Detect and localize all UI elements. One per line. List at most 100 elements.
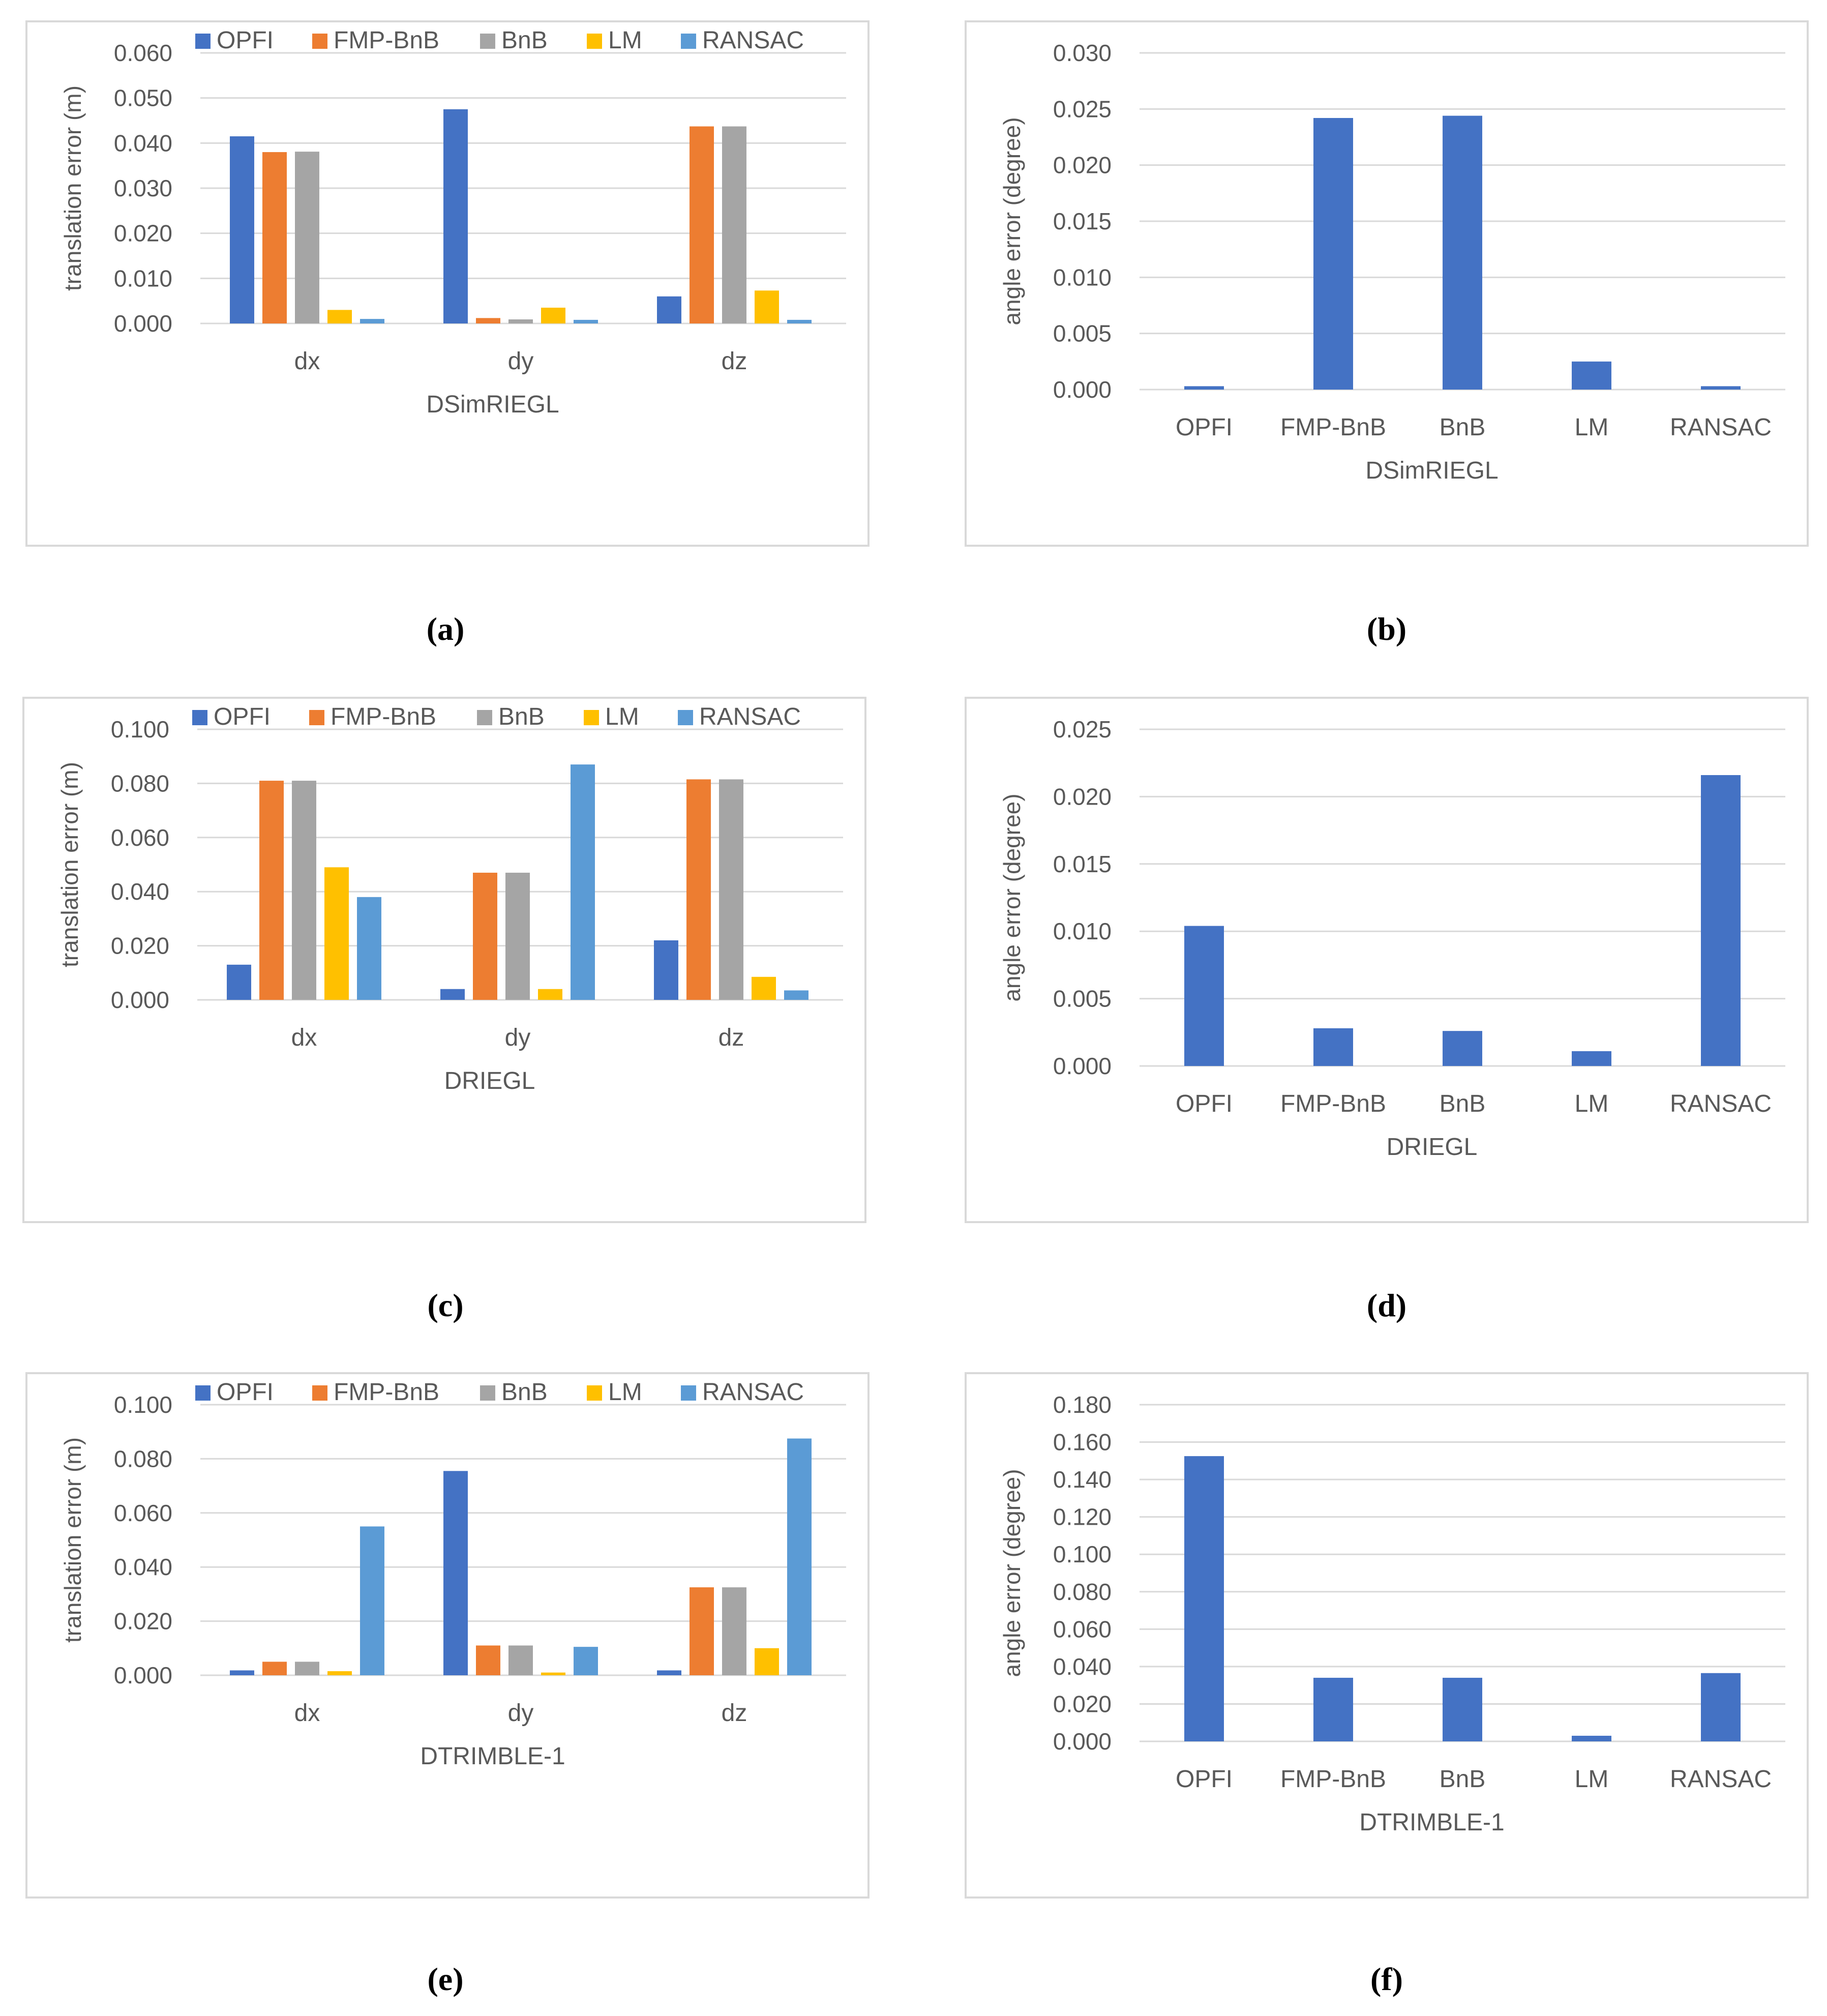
y-tick-label: 0.000 [1053, 376, 1112, 403]
y-tick-label: 0.025 [1053, 716, 1112, 743]
x-tick-label: FMP-BnB [1280, 1090, 1386, 1117]
y-tick-label: 0.030 [114, 175, 172, 201]
y-tick-label: 0.010 [1053, 918, 1112, 944]
bar-lm [1572, 1051, 1611, 1066]
y-tick-label: 0.015 [1053, 208, 1112, 234]
bar-fmp-bnb-dx [262, 152, 287, 323]
bar-lm-dz [755, 1648, 779, 1675]
legend-label-fmp-bnb: FMP-BnB [334, 27, 439, 54]
legend-swatch-lm [587, 1385, 602, 1401]
bar-bnb-dz [722, 1587, 746, 1675]
bar-lm-dx [324, 867, 349, 1000]
y-tick-label: 0.160 [1053, 1429, 1112, 1456]
legend-label-lm: LM [605, 703, 639, 730]
x-axis-title: DRIEGL [1387, 1134, 1478, 1161]
caption-f: (f) [1370, 1961, 1403, 1997]
bar-bnb [1443, 1031, 1482, 1066]
legend-swatch-fmp-bnb [309, 710, 324, 725]
bar-ransac [1701, 1673, 1741, 1741]
bar-fmp-bnb-dy [476, 318, 500, 323]
bar-bnb-dy [508, 319, 533, 323]
bar-ransac [1701, 386, 1741, 390]
y-tick-label: 0.060 [1053, 1616, 1112, 1642]
bar-bnb-dz [722, 126, 746, 323]
bar-fmp-bnb [1313, 117, 1353, 390]
y-tick-label: 0.060 [114, 40, 172, 66]
bar-bnb [1443, 115, 1482, 390]
x-tick-label: LM [1575, 1766, 1609, 1793]
chart-f: 0.000 0.020 0.040 0.060 0.080 0.100 0.120 0.140… [999, 1391, 1785, 1836]
legend-label-ransac: RANSAC [702, 27, 804, 54]
legend-label-lm: LM [608, 27, 642, 54]
y-tick-label: 0.000 [114, 1662, 172, 1688]
legend-swatch-bnb [477, 710, 492, 725]
caption-b: (b) [1366, 611, 1407, 647]
bar-opfi-dy [440, 989, 465, 1000]
y-tick-label: 0.040 [111, 878, 169, 905]
bar-opfi-dz [657, 296, 681, 323]
legend-label-bnb: BnB [498, 703, 545, 730]
bar-opfi-dx [230, 136, 254, 323]
x-axis-title: DTRIMBLE-1 [1359, 1809, 1504, 1836]
bar-ransac [1701, 775, 1741, 1066]
bar-bnb-dz [719, 779, 743, 1000]
bar-opfi-dz [657, 1670, 681, 1675]
legend-label-fmp-bnb: FMP-BnB [334, 1379, 439, 1406]
caption-c: (c) [427, 1287, 464, 1323]
y-tick-label: 0.040 [114, 130, 172, 156]
legend-label-lm: LM [608, 1379, 642, 1406]
y-tick-label: 0.120 [1053, 1504, 1112, 1530]
bar-opfi [1184, 1456, 1224, 1741]
chart-e: 0.000 0.020 0.040 0.060 0.080 0.100 translatio… [59, 1379, 846, 1770]
bar-opfi [1184, 926, 1224, 1066]
y-tick-label: 0.030 [1053, 40, 1112, 66]
legend-swatch-ransac [678, 710, 693, 725]
bar-bnb-dy [505, 872, 530, 1000]
legend-swatch-opfi [192, 710, 207, 725]
chart-c: 0.000 0.020 0.040 0.060 0.080 0.100 translatio… [56, 703, 843, 1094]
y-tick-label: 0.010 [1053, 264, 1112, 290]
bar-ransac-dx [360, 319, 384, 323]
caption-e: (e) [427, 1961, 464, 1997]
x-tick-label: BnB [1440, 414, 1486, 441]
chart-panel-f: 0.000 0.020 0.040 0.060 0.080 0.100 0.120 0.140… [965, 1372, 1809, 1899]
x-axis-title: DRIEGL [444, 1068, 535, 1094]
y-tick-label: 0.180 [1053, 1391, 1112, 1418]
bar-opfi-dx [227, 964, 251, 1000]
x-axis-title: DTRIMBLE-1 [420, 1743, 565, 1770]
legend-label-bnb: BnB [501, 1379, 548, 1406]
chart-panel-d: 0.000 0.005 0.010 0.015 0.020 0.025 angle erro… [965, 697, 1809, 1223]
bar-fmp-bnb-dy [476, 1645, 500, 1675]
y-tick-label: 0.140 [1053, 1466, 1112, 1493]
y-tick-label: 0.060 [114, 1500, 172, 1526]
bar-ransac-dx [360, 1526, 384, 1675]
y-tick-label: 0.040 [1053, 1653, 1112, 1680]
y-axis-title: angle error (degree) [999, 117, 1025, 325]
x-tick-label: OPFI [1176, 1090, 1233, 1117]
x-tick-label: FMP-BnB [1280, 1766, 1386, 1793]
y-tick-label: 0.050 [114, 85, 172, 111]
bar-opfi-dy [443, 109, 468, 324]
x-tick-label: dz [718, 1024, 744, 1051]
legend-label-opfi: OPFI [217, 27, 274, 54]
x-tick-label: BnB [1440, 1090, 1486, 1117]
legend-label-ransac: RANSAC [699, 703, 801, 730]
y-axis-title: angle error (degree) [999, 1469, 1025, 1677]
bar-opfi-dz [654, 940, 678, 1000]
bar-ransac-dx [357, 897, 381, 1000]
legend-swatch-fmp-bnb [312, 1385, 327, 1401]
bar-opfi-dy [443, 1471, 468, 1675]
bar-fmp-bnb-dz [690, 126, 714, 323]
bar-lm-dz [755, 290, 779, 323]
legend-label-fmp-bnb: FMP-BnB [331, 703, 436, 730]
chart-panel-b: 0.000 0.005 0.010 0.015 0.020 0.025 0.030 angle… [965, 20, 1809, 547]
x-tick-label: OPFI [1176, 414, 1233, 441]
x-tick-label: LM [1575, 414, 1609, 441]
y-tick-label: 0.020 [1053, 152, 1112, 179]
x-tick-label: dx [294, 348, 320, 375]
x-tick-label: LM [1575, 1090, 1609, 1117]
x-tick-label: dy [508, 1700, 534, 1727]
x-axis-title: DSimRIEGL [426, 391, 559, 418]
bar-bnb-dx [295, 152, 319, 323]
bar-lm-dx [327, 310, 352, 323]
